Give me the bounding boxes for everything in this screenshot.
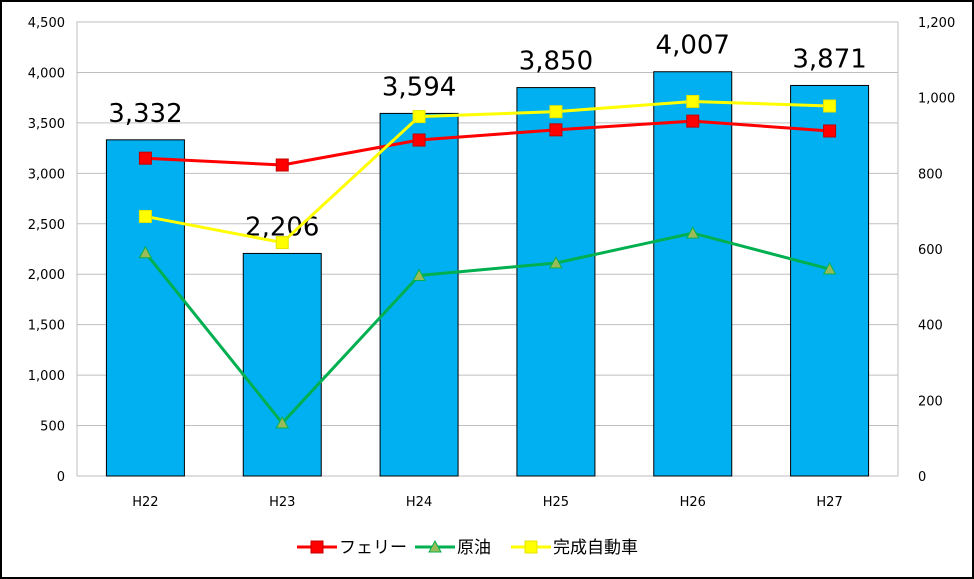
bar [379, 112, 459, 477]
y-left-tick-label: 4,000 [28, 66, 65, 81]
y-left-tick-label: 1,000 [28, 369, 65, 384]
y-left-tick-label: 2,500 [28, 218, 65, 233]
bar [653, 71, 733, 477]
line-point [310, 540, 324, 554]
bar-data-label: 3,594 [382, 72, 456, 102]
line-point [549, 105, 563, 119]
line-point [549, 255, 563, 269]
line-point [412, 268, 426, 281]
bar-data-label: 3,850 [519, 47, 593, 77]
x-tick-label: H22 [132, 495, 158, 510]
y-right-tick-label: 400 [918, 319, 943, 334]
y-right-tick-label: 0 [918, 470, 926, 485]
x-tick-label: H24 [406, 495, 432, 510]
y-right-tick-label: 800 [918, 167, 943, 182]
y-left-tick-label: 2,000 [28, 268, 65, 283]
plot-area [76, 21, 899, 477]
line-point [138, 151, 152, 165]
bar-data-label: 4,007 [656, 31, 730, 61]
y-left-tick-label: 3,000 [28, 167, 65, 182]
line-point [685, 226, 700, 239]
series-line [145, 99, 830, 245]
y-left-tick-label: 4,500 [28, 16, 65, 31]
x-tick-label: H25 [543, 495, 569, 510]
line-point [275, 415, 290, 429]
bar-data-label: 3,332 [108, 99, 182, 129]
line-point [138, 209, 152, 223]
legend-label: 完成自動車 [553, 538, 638, 558]
bar [516, 87, 596, 477]
y-right-tick-label: 1,200 [918, 16, 955, 31]
bar [105, 139, 185, 477]
series-line [144, 231, 830, 426]
line-point [822, 262, 837, 275]
line-point [428, 539, 442, 553]
x-tick-label: H26 [680, 495, 706, 510]
line-point [412, 133, 426, 147]
line-point [686, 94, 700, 108]
legend-label: フェリー [339, 538, 407, 558]
line-point [686, 114, 700, 128]
bar [790, 84, 870, 477]
x-tick-label: H23 [269, 495, 295, 510]
line-point [549, 123, 563, 137]
series-line [145, 119, 830, 167]
bar [242, 252, 322, 477]
y-left-tick-label: 3,500 [28, 117, 65, 132]
y-right-tick-label: 1,000 [918, 92, 955, 107]
legend-label: 原油 [457, 538, 491, 558]
y-left-tick-label: 0 [57, 470, 65, 485]
y-left-tick-label: 500 [40, 420, 65, 435]
y-right-tick-label: 600 [918, 243, 943, 258]
y-right-tick-label: 200 [918, 394, 943, 409]
line-point [138, 245, 153, 259]
line-point [524, 540, 538, 554]
line-point [412, 110, 426, 124]
line-point [823, 124, 837, 138]
x-tick-label: H27 [816, 495, 842, 510]
y-left-tick-label: 1,500 [28, 319, 65, 334]
line-point [275, 236, 289, 250]
line-point [823, 99, 837, 113]
line-point [275, 158, 289, 172]
bar-data-label: 3,871 [792, 44, 866, 74]
